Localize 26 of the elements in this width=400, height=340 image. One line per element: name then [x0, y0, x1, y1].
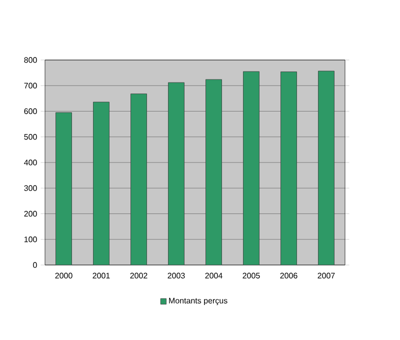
x-tick-label: 2006	[280, 272, 298, 278]
y-tick-label: 300	[24, 185, 37, 191]
x-tick-label: 2005	[242, 272, 260, 278]
y-tick-label: 500	[24, 134, 37, 140]
y-tick-label: 100	[24, 236, 37, 242]
y-tick-label: 200	[24, 210, 37, 217]
x-tick-label: 2001	[92, 272, 110, 278]
bar	[206, 79, 222, 265]
bar	[168, 82, 184, 265]
bar	[280, 72, 297, 265]
x-tick-label: 2000	[55, 272, 72, 278]
bar	[56, 112, 72, 265]
y-tick-label: 400	[24, 160, 37, 166]
x-tick-label: 2007	[318, 272, 335, 278]
bar	[243, 71, 260, 265]
x-tick-label: 2004	[205, 272, 222, 278]
y-tick-label: 600	[24, 108, 37, 114]
y-tick-label: 800	[24, 57, 37, 63]
y-tick-label: 0	[33, 262, 37, 268]
x-tick-label: 2003	[168, 272, 185, 278]
bar	[130, 94, 147, 265]
bar	[93, 102, 110, 265]
x-tick-label: 2002	[130, 272, 148, 278]
legend-label: Montants perçus	[169, 298, 228, 306]
bar	[318, 70, 334, 265]
y-tick-label: 700	[24, 82, 37, 88]
